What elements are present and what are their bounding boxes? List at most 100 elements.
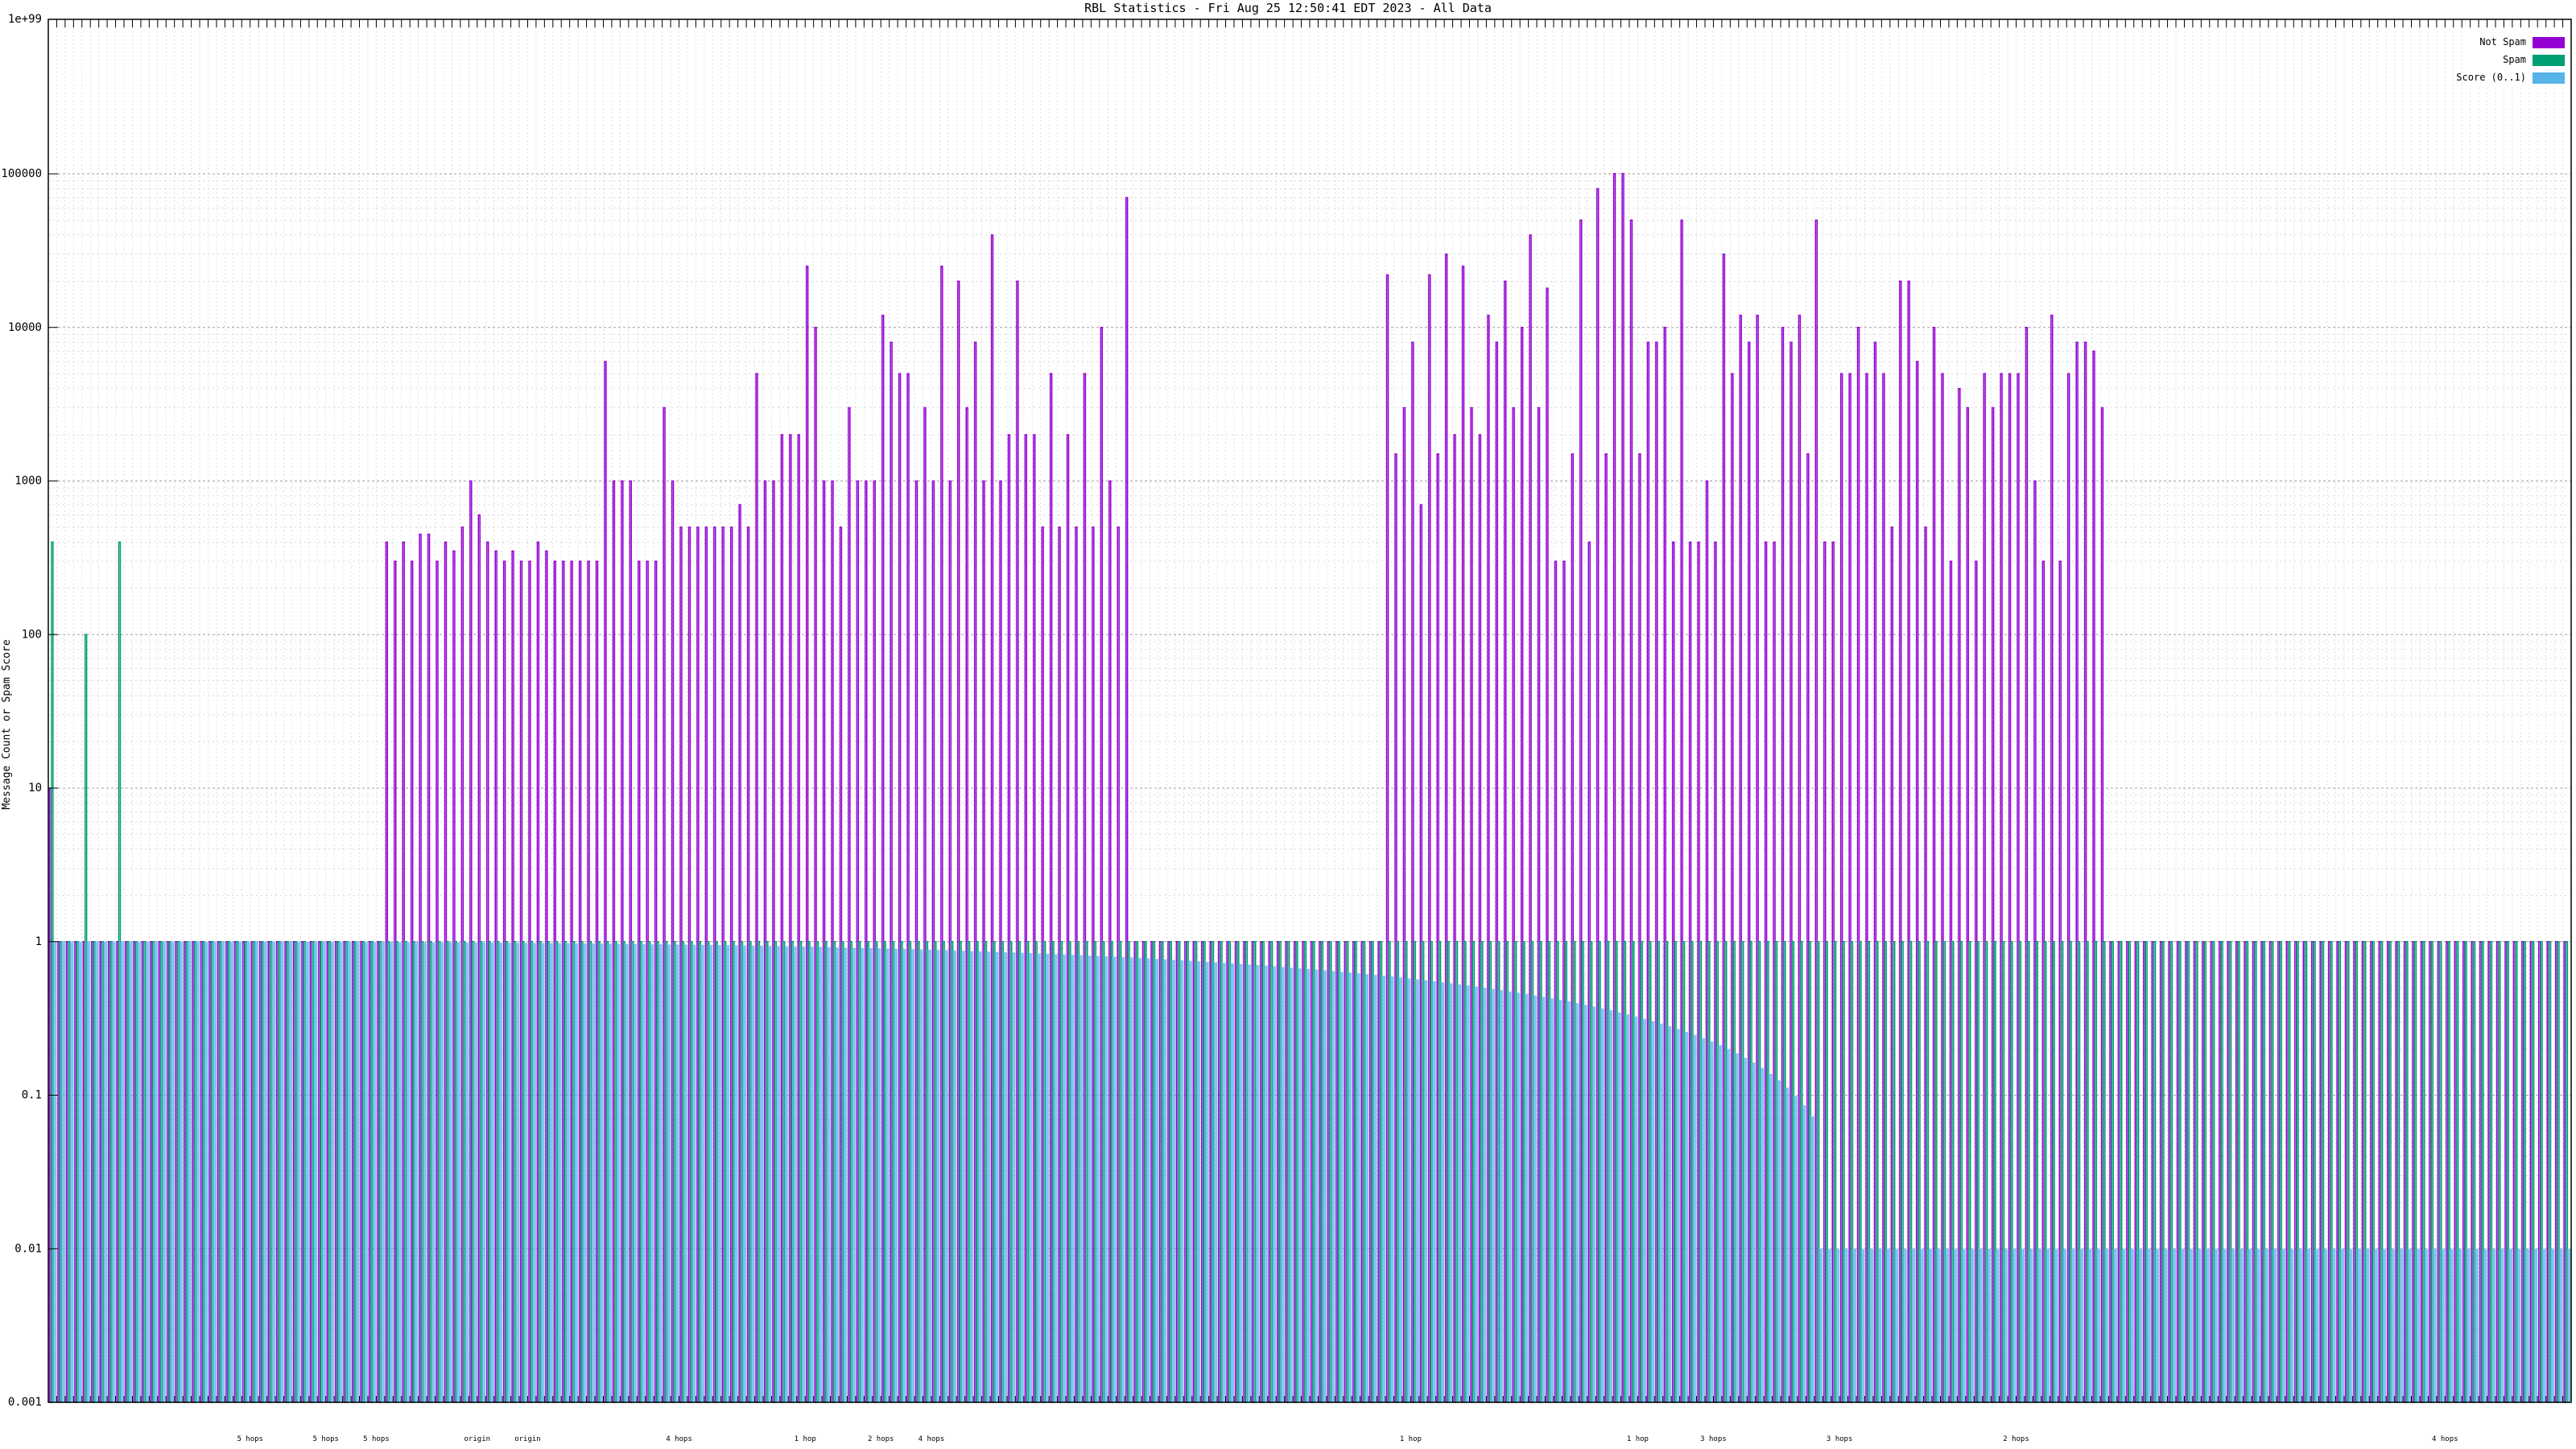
score-bar (625, 943, 629, 1402)
score-bar (1575, 1003, 1579, 1402)
score-bar (196, 941, 200, 1402)
score-bar (1373, 975, 1377, 1402)
score-bar (86, 941, 91, 1402)
score-bar (1297, 968, 1302, 1402)
score-bar (2222, 1249, 2227, 1402)
score-bar (262, 941, 267, 1402)
score-bar (801, 946, 806, 1402)
y-tick-label: 0.1 (22, 1089, 42, 1102)
score-bar (1936, 1249, 1941, 1402)
score-bar (1070, 955, 1075, 1402)
score-bar (1886, 1249, 1890, 1402)
score-bar (2163, 1249, 2168, 1402)
score-bar (448, 942, 452, 1402)
score-bar (1508, 991, 1512, 1402)
score-bar (1482, 987, 1487, 1402)
score-bar (2113, 1249, 2117, 1402)
legend-spam-label: Spam (2503, 54, 2526, 65)
score-bar (1802, 1104, 1806, 1402)
score-bar (2525, 1249, 2529, 1402)
score-bar (1491, 989, 1495, 1402)
score-bar (1162, 959, 1167, 1402)
score-bar (1567, 1001, 1571, 1402)
legend-not-spam-swatch (2533, 37, 2565, 48)
score-bar (2138, 1249, 2143, 1402)
score-bar (2399, 1249, 2404, 1402)
score-bar (2062, 1249, 2067, 1402)
score-bar (1003, 952, 1007, 1402)
score-bar (2180, 1249, 2185, 1402)
score-bar (1079, 955, 1083, 1402)
score-bar (1633, 1016, 1638, 1402)
score-bar (2516, 1249, 2521, 1402)
score-bar (1331, 971, 1335, 1402)
x-group-label: 1 hop (795, 1435, 816, 1443)
score-bar (2416, 1249, 2420, 1402)
score-bar (1928, 1249, 1933, 1402)
score-bar (1718, 1045, 1722, 1402)
score-bar (1979, 1249, 1983, 1402)
score-bar (700, 944, 704, 1402)
score-bar (254, 941, 259, 1402)
score-bar (61, 941, 65, 1402)
score-bar (977, 951, 982, 1402)
legend-score-label: Score (0..1) (2456, 72, 2526, 83)
score-bar (1743, 1057, 1748, 1402)
score-bar (1675, 1029, 1680, 1402)
y-axis-label: Message Count or Spam Score (1, 639, 13, 809)
y-tick-labels: 0.001 0.01 0.1 1 10 100 1000 10000 100000 1e+99 (1, 13, 42, 1409)
score-bar (221, 941, 225, 1402)
x-group-label: 3 hops (1827, 1435, 1853, 1443)
score-bar (2331, 1249, 2336, 1402)
score-bar (1970, 1249, 1975, 1402)
score-bar (2029, 1249, 2033, 1402)
score-bar (1146, 958, 1150, 1402)
score-bar (523, 943, 528, 1402)
score-bar (549, 943, 553, 1402)
score-bar (2508, 1249, 2512, 1402)
x-group-label: 2 hops (868, 1435, 894, 1443)
score-bar (246, 941, 250, 1402)
score-bar (406, 942, 411, 1402)
score-bar (1550, 998, 1554, 1402)
score-bar (2458, 1249, 2462, 1402)
score-bar (691, 944, 696, 1402)
score-bar (338, 942, 343, 1402)
score-bar (279, 941, 284, 1402)
score-bar (818, 947, 823, 1402)
score-bar (650, 943, 654, 1402)
score-bar (1247, 964, 1251, 1402)
score-bar (776, 946, 780, 1402)
score-bar (2037, 1249, 2041, 1402)
score-bar (2231, 1249, 2235, 1402)
score-bar (2096, 1249, 2100, 1402)
score-bar (481, 942, 486, 1402)
score-bar (2390, 1249, 2395, 1402)
score-bar (2248, 1249, 2252, 1402)
y-tick-label: 10 (28, 782, 42, 795)
score-bar (1280, 967, 1285, 1402)
score-bar (296, 941, 301, 1402)
score-bar (675, 944, 679, 1402)
score-bar (2206, 1249, 2210, 1402)
score-bar (103, 941, 108, 1402)
score-bar (2306, 1249, 2311, 1402)
score-bar (2475, 1249, 2479, 1402)
score-bar (960, 951, 965, 1402)
score-bar (2500, 1249, 2504, 1402)
score-bar (1440, 982, 1445, 1402)
score-bar (355, 942, 360, 1402)
score-bar (2340, 1249, 2344, 1402)
score-bar (1314, 969, 1319, 1402)
score-bar (540, 943, 545, 1402)
score-bar (616, 943, 621, 1402)
legend-not-spam-label: Not Spam (2479, 36, 2526, 47)
score-bar (2070, 1249, 2075, 1402)
score-bar (506, 943, 511, 1402)
score-bar (1894, 1249, 1899, 1402)
score-bar (1406, 978, 1411, 1402)
score-bar (313, 942, 318, 1402)
y-tick-label: 0.01 (14, 1242, 42, 1255)
score-bar (2046, 1249, 2050, 1402)
